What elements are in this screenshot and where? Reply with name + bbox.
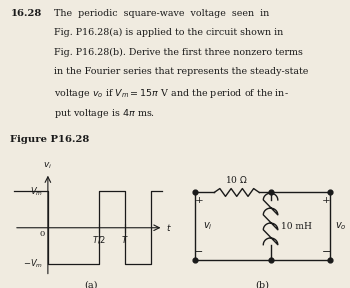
Text: 10 $\Omega$: 10 $\Omega$	[225, 174, 248, 185]
Text: $t$: $t$	[167, 222, 172, 233]
Text: −: −	[194, 247, 204, 257]
Text: −: −	[321, 247, 331, 257]
Text: $v_i$: $v_i$	[43, 160, 52, 171]
Text: (b): (b)	[256, 281, 270, 288]
Text: (a): (a)	[84, 281, 98, 288]
Text: +: +	[322, 196, 330, 205]
Text: $v_i$: $v_i$	[203, 220, 212, 232]
Text: 16.28: 16.28	[10, 9, 42, 18]
Text: $v_o$: $v_o$	[335, 220, 346, 232]
Point	[327, 190, 333, 195]
Point	[327, 257, 333, 262]
Text: in the Fourier series that represents the steady-state: in the Fourier series that represents th…	[54, 67, 309, 76]
Text: Figure P16.28: Figure P16.28	[10, 135, 90, 144]
Text: The  periodic  square-wave  voltage  seen  in: The periodic square-wave voltage seen in	[54, 9, 270, 18]
Point	[268, 190, 273, 195]
Text: put voltage is $4\pi$ ms.: put voltage is $4\pi$ ms.	[54, 107, 155, 120]
Point	[268, 257, 273, 262]
Text: 0: 0	[40, 230, 45, 238]
Text: $-V_m$: $-V_m$	[23, 258, 43, 270]
Text: Fig. P16.28(a) is applied to the circuit shown in: Fig. P16.28(a) is applied to the circuit…	[54, 28, 284, 37]
Point	[192, 257, 198, 262]
Text: $T/2$: $T/2$	[92, 234, 106, 245]
Text: $V_m$: $V_m$	[30, 185, 43, 198]
Text: 10 mH: 10 mH	[281, 221, 312, 230]
Text: +: +	[195, 196, 203, 205]
Text: $T$: $T$	[121, 234, 129, 245]
Text: voltage $v_o$ if $V_m = 15\pi$ V and the period of the in-: voltage $v_o$ if $V_m = 15\pi$ V and the…	[54, 87, 289, 100]
Point	[192, 190, 198, 195]
Text: Fig. P16.28(b). Derive the first three nonzero terms: Fig. P16.28(b). Derive the first three n…	[54, 48, 303, 57]
